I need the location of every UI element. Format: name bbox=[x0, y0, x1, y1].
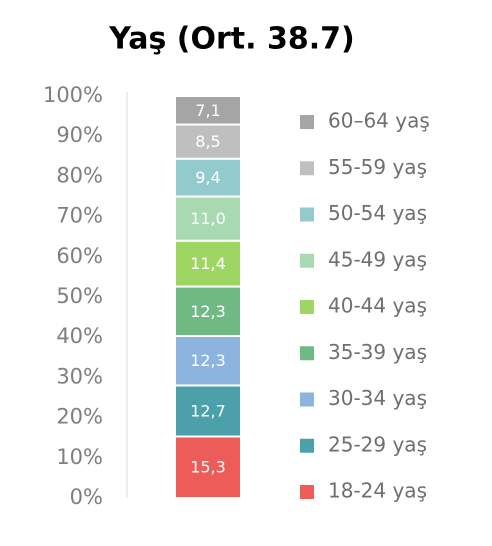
legend-swatch bbox=[300, 346, 314, 361]
legend-label: 55-59 yaş bbox=[328, 155, 427, 179]
bar-segment bbox=[174, 195, 242, 242]
y-tick-label: 30% bbox=[56, 364, 103, 388]
value-label: 12,3 bbox=[190, 302, 226, 321]
value-label: 12,7 bbox=[190, 401, 226, 420]
legend-label: 35-39 yaş bbox=[328, 340, 427, 364]
legend-label: 60–64 yaş bbox=[328, 109, 430, 133]
value-label: 9,4 bbox=[195, 168, 220, 187]
y-tick-label: 50% bbox=[56, 284, 103, 308]
value-label: 15,3 bbox=[190, 458, 226, 477]
legend-label: 25-29 yaş bbox=[328, 432, 427, 456]
legend-swatch bbox=[300, 115, 314, 129]
value-label: 11,4 bbox=[190, 254, 226, 273]
legend-swatch bbox=[300, 253, 314, 268]
value-label: 8,5 bbox=[195, 132, 220, 151]
bar-segment bbox=[174, 285, 242, 337]
y-tick-label: 90% bbox=[56, 123, 103, 147]
y-tick-label: 40% bbox=[56, 324, 103, 348]
y-tick-label: 20% bbox=[56, 405, 103, 429]
legend-label: 45-49 yaş bbox=[328, 247, 427, 271]
legend-swatch bbox=[300, 438, 314, 453]
legend-swatch bbox=[300, 485, 314, 499]
legend-swatch bbox=[300, 207, 314, 222]
bar-segment bbox=[174, 384, 242, 438]
bar-segment bbox=[174, 435, 242, 499]
bar-segment bbox=[174, 123, 242, 160]
bar-segment bbox=[174, 95, 242, 126]
value-label: 11,0 bbox=[190, 209, 226, 228]
y-tick-label: 100% bbox=[43, 83, 103, 107]
legend-label: 30-34 yaş bbox=[328, 386, 427, 410]
value-label: 12,3 bbox=[190, 351, 226, 370]
y-tick-label: 80% bbox=[56, 163, 103, 187]
y-tick-label: 70% bbox=[56, 204, 103, 228]
legend-label: 40-44 yaş bbox=[328, 294, 427, 318]
legend-swatch bbox=[300, 392, 314, 407]
legend-swatch bbox=[300, 300, 314, 314]
y-tick-label: 10% bbox=[56, 445, 103, 469]
y-tick-label: 60% bbox=[56, 244, 103, 268]
y-tick-label: 0% bbox=[70, 485, 103, 509]
legend-label: 18-24 yaş bbox=[328, 479, 427, 503]
bar-segment bbox=[174, 157, 242, 198]
legend-label: 50-54 yaş bbox=[328, 201, 427, 225]
value-label: 7,1 bbox=[195, 101, 220, 120]
bar-segment bbox=[174, 239, 242, 288]
chart-title: Yaş (Ort. 38.7) bbox=[108, 22, 354, 57]
legend-swatch bbox=[300, 161, 314, 176]
